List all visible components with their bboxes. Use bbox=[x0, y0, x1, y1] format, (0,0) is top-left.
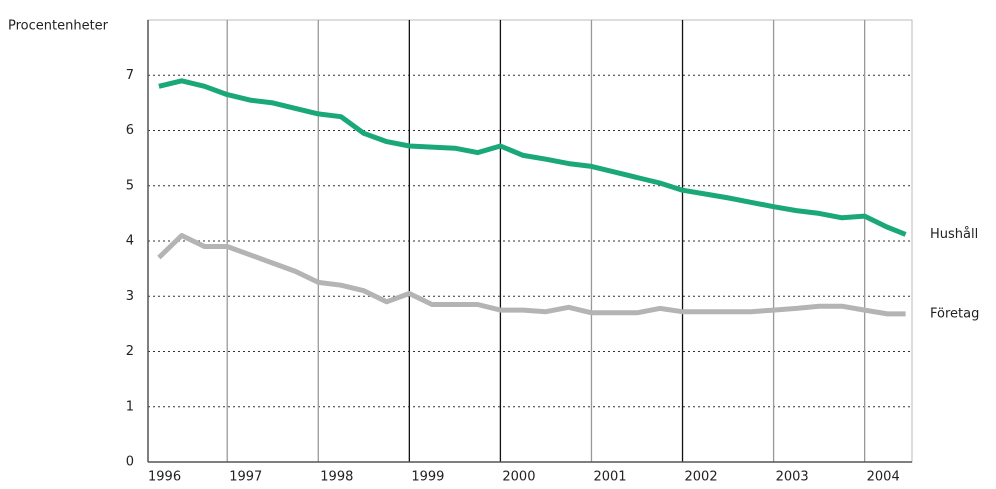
x-tick-label: 2003 bbox=[776, 470, 809, 485]
x-tick-label: 1998 bbox=[320, 470, 353, 485]
series-line bbox=[158, 78, 907, 237]
series-line bbox=[157, 233, 906, 317]
y-axis-label: Procentenheter bbox=[8, 19, 109, 34]
y-tick-label: 3 bbox=[126, 289, 134, 304]
series-label: Företag bbox=[930, 306, 979, 321]
series-label: Hushåll bbox=[930, 227, 978, 242]
y-tick-label: 2 bbox=[126, 344, 134, 359]
y-tick-label: 1 bbox=[126, 399, 134, 414]
x-tick-label: 1996 bbox=[148, 470, 181, 485]
x-tick-label: 2004 bbox=[867, 470, 900, 485]
x-tick-label: 1997 bbox=[229, 470, 262, 485]
y-tick-label: 4 bbox=[126, 234, 134, 249]
y-tick-label: 0 bbox=[126, 455, 134, 470]
x-tick-label: 2001 bbox=[593, 470, 626, 485]
x-tick-label: 2000 bbox=[502, 470, 535, 485]
x-tick-label: 2002 bbox=[685, 470, 718, 485]
y-tick-label: 5 bbox=[126, 178, 134, 193]
y-tick-label: 7 bbox=[126, 68, 134, 83]
y-tick-label: 6 bbox=[126, 123, 134, 138]
x-tick-label: 1999 bbox=[411, 470, 444, 485]
